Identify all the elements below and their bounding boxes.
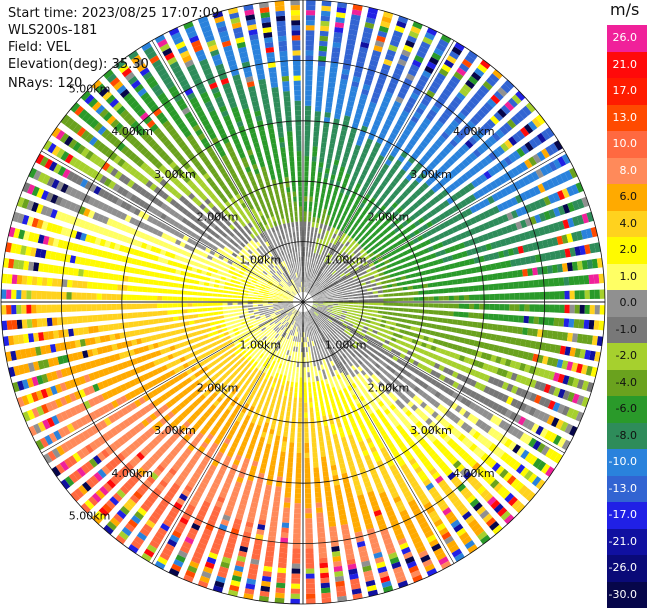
range-ring-label: 3.00km xyxy=(154,424,196,437)
colorbar-swatch: 1.0 xyxy=(607,264,647,291)
range-ring-label: 4.00km xyxy=(111,467,153,480)
range-ring-label: 1.00km xyxy=(325,253,367,266)
range-ring-label: 3.00km xyxy=(410,168,452,181)
colorbar-swatch: -2.0 xyxy=(607,343,647,370)
colorbar-swatch: 26.0 xyxy=(607,25,647,52)
colorbar-tick-label: 6.0 xyxy=(620,191,638,203)
colorbar-swatch: -8.0 xyxy=(607,423,647,450)
colorbar-tick-label: 21.0 xyxy=(613,59,638,71)
colorbar-tick-label: -10.0 xyxy=(609,456,637,468)
colorbar-tick-label: 17.0 xyxy=(613,85,638,97)
colorbar-tick-label: 13.0 xyxy=(613,112,638,124)
colorbar-tick-label: 2.0 xyxy=(620,244,638,256)
colorbar-tick-label: 4.0 xyxy=(620,218,638,230)
colorbar-swatch: -21.0 xyxy=(607,529,647,556)
range-ring-label: 3.00km xyxy=(154,168,196,181)
colorbar-tick-label: 0.0 xyxy=(620,297,638,309)
colorbar-swatch: -30.0 xyxy=(607,582,647,608)
range-ring-label: 2.00km xyxy=(197,211,239,224)
range-ring-label: 1.00km xyxy=(240,339,282,352)
colorbar-tick-label: -13.0 xyxy=(609,483,637,495)
colorbar-tick-label: -1.0 xyxy=(616,324,637,336)
range-ring-label: 4.00km xyxy=(111,125,153,138)
range-ring-label: 1.00km xyxy=(325,339,367,352)
range-ring-label: 5.00km xyxy=(69,510,111,523)
colorbar-tick-label: 26.0 xyxy=(613,32,638,44)
colorbar-swatch: 17.0 xyxy=(607,78,647,105)
colorbar-tick-label: -4.0 xyxy=(616,377,637,389)
colorbar-tick-label: -30.0 xyxy=(609,589,637,601)
colorbar-swatch: -10.0 xyxy=(607,449,647,476)
range-ring-label: 2.00km xyxy=(197,381,239,394)
colorbar-tick-label: -26.0 xyxy=(609,562,637,574)
range-ring-label: 3.00km xyxy=(410,424,452,437)
nrays-label: NRays: 120 xyxy=(8,75,219,92)
colorbar-swatch: 8.0 xyxy=(607,158,647,185)
instrument-label: WLS200s-181 xyxy=(8,22,219,39)
colorbar-tick-label: -8.0 xyxy=(616,430,637,442)
colorbar-tick-label: 8.0 xyxy=(620,165,638,177)
colorbar-swatch: 4.0 xyxy=(607,211,647,238)
range-ring-label: 4.00km xyxy=(453,125,495,138)
colorbar-unit: m/s xyxy=(610,0,639,19)
range-ring-label: 2.00km xyxy=(368,381,410,394)
colorbar-swatch: 13.0 xyxy=(607,105,647,132)
colorbar-swatch: 21.0 xyxy=(607,52,647,79)
colorbar-swatch: -1.0 xyxy=(607,317,647,344)
range-ring-label: 2.00km xyxy=(368,211,410,224)
colorbar-swatch: 2.0 xyxy=(607,237,647,264)
colorbar-swatch: 6.0 xyxy=(607,184,647,211)
elevation-label: Elevation(deg): 35.30 xyxy=(8,56,219,73)
colorbar-tick-label: -17.0 xyxy=(609,509,637,521)
colorbar-tick-label: -6.0 xyxy=(616,403,637,415)
colorbar-swatch: 0.0 xyxy=(607,290,647,317)
velocity-colorbar: 26.0 21.0 17.0 13.0 10.0 8.0 6.0 4.0 2.0 1.0 0.0 -1… xyxy=(607,25,647,608)
scan-info-panel: Start time: 2023/08/25 17:07:09 WLS200s-… xyxy=(8,5,219,92)
colorbar-swatch: -26.0 xyxy=(607,555,647,582)
colorbar-swatch: 10.0 xyxy=(607,131,647,158)
colorbar-tick-label: -2.0 xyxy=(616,350,637,362)
colorbar-swatch: -4.0 xyxy=(607,370,647,397)
colorbar-tick-label: -21.0 xyxy=(609,536,637,548)
colorbar-tick-label: 10.0 xyxy=(613,138,638,150)
colorbar-tick-label: 1.0 xyxy=(620,271,638,283)
field-label: Field: VEL xyxy=(8,39,219,56)
colorbar-swatch: -13.0 xyxy=(607,476,647,503)
range-ring-label: 4.00km xyxy=(453,467,495,480)
range-ring-label: 1.00km xyxy=(240,253,282,266)
colorbar-swatch: -6.0 xyxy=(607,396,647,423)
start-time-label: Start time: 2023/08/25 17:07:09 xyxy=(8,5,219,22)
colorbar-swatch: -17.0 xyxy=(607,502,647,529)
